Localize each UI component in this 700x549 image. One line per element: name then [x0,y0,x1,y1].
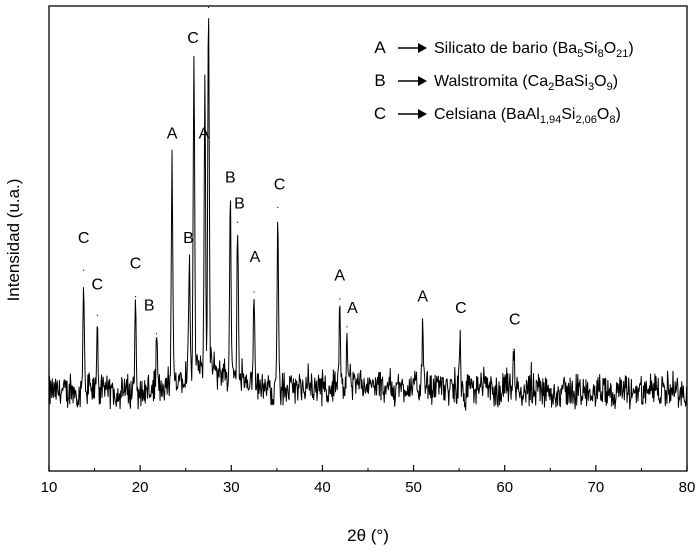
formula-text: ) [613,73,618,90]
peak-label: B [225,170,236,187]
formula-text: O [597,106,609,123]
peak-label: C [130,256,142,273]
peak-labels: CCCBABCAABBACAAACC [78,30,521,329]
peak-label: C [187,30,199,47]
series-layer [48,6,688,411]
x-tick-label: 10 [41,479,58,496]
formula-text: O [594,73,606,90]
x-tick-label: 40 [314,479,331,496]
formula-text: (BaAl [501,106,540,123]
peak-point [204,99,206,101]
x-axis-ticks: 10 20 30 40 50 60 70 80 [41,465,696,496]
formula-subscript: 9 [607,81,613,93]
x-tick-label: 50 [405,479,422,496]
peak-label: A [347,300,358,317]
legend-phase-name: Silicato de bario [434,40,552,57]
formula-text: O [604,40,616,57]
formula-text: ) [615,106,620,123]
peak-point [207,6,210,8]
peak-point [155,333,158,335]
peak-point [134,296,137,298]
formula-subscript: 21 [616,48,628,60]
legend-phase-name: Celsiana [434,106,501,123]
x-tick-label: 20 [132,479,149,496]
peak-point [339,298,341,300]
formula-subscript: 2 [548,81,554,93]
peak-label: C [92,277,104,294]
formula-subscript: 8 [609,114,615,126]
legend-phase-name: Walstromita [434,73,522,90]
peak-point [253,291,255,293]
peak-point [346,326,348,328]
formula-text: BaSi [554,73,588,90]
formula-text: Si [561,106,575,123]
formula-subscript: 8 [598,48,604,60]
peak-label: B [144,298,155,315]
legend-arrow-head [418,43,427,53]
peak-point [193,69,195,71]
plot-frame [48,5,688,472]
legend-arrow-head [418,76,427,86]
peak-point [229,205,231,208]
x-axis-title: 2θ (°) [347,526,389,545]
legend-arrow-head [418,109,427,119]
legend-letter: B [374,71,385,90]
peak-label: A [199,126,210,143]
peak-point [513,348,515,350]
legend-entry: Walstromita (Ca2BaSi3O9) [434,73,618,93]
peak-label: B [183,230,194,247]
peak-point [96,314,98,316]
peak-label: A [167,126,178,143]
y-axis-title: Intensidad (u.a.) [4,179,23,302]
formula-text: (Ca [522,73,548,90]
legend-letter: C [374,104,386,123]
formula-subscript: 5 [577,48,583,60]
peak-label: A [334,267,345,284]
peak-label: A [250,249,261,266]
legend-entry: Celsiana (BaAl1,94Si2,06O8) [434,106,621,126]
formula-subscript: 1,94 [540,114,561,126]
peak-point [188,266,190,268]
legend: A Silicato de bario (Ba5Si8O21)B Walstromi… [374,38,634,126]
peak-point [277,206,279,208]
peak-label: C [455,300,467,317]
peak-label: C [78,230,90,247]
peak-point [83,269,85,271]
formula-text: Si [583,40,597,57]
peak-label: C [509,312,521,329]
peak-point [171,165,173,168]
peak-label: C [274,177,286,194]
x-tick-label: 30 [223,479,240,496]
peak-point [422,322,424,324]
formula-subscript: 2,06 [575,114,596,126]
peak-point [459,331,461,334]
x-tick-label: 80 [679,479,696,496]
peak-label: A [417,288,428,305]
formula-subscript: 3 [588,81,594,93]
peak-label: B [234,195,245,212]
legend-letter: A [374,38,386,57]
legend-entry: Silicato de bario (Ba5Si8O21) [434,40,634,60]
diffraction-pattern-line [48,18,688,411]
x-tick-label: 60 [496,479,513,496]
x-tick-label: 70 [588,479,605,496]
peak-point [237,221,239,223]
formula-text: (Ba [552,40,577,57]
formula-text: ) [628,40,633,57]
